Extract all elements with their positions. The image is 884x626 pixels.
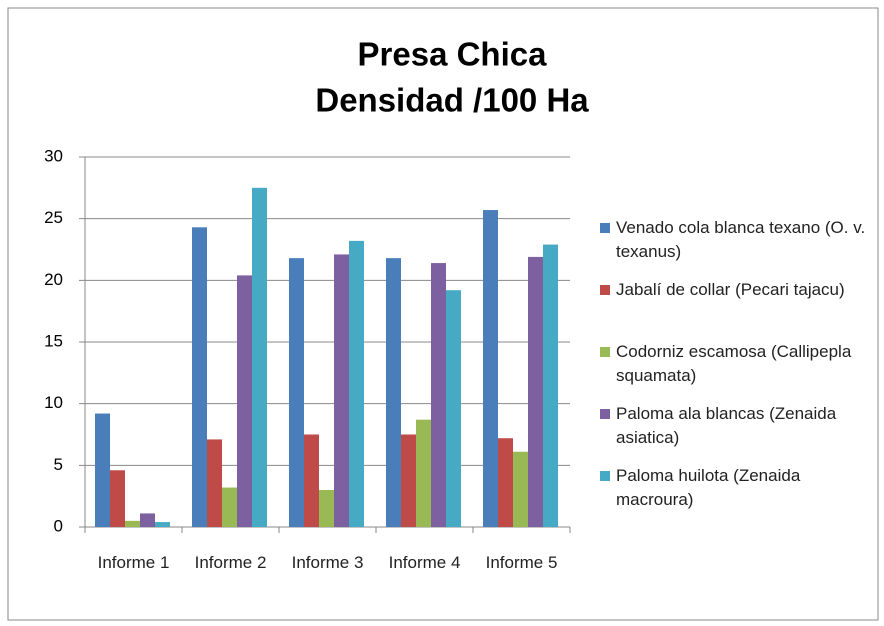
y-tick-label: 15 [44, 331, 63, 350]
legend-label: Paloma huilota (Zenaida macroura) [616, 466, 801, 509]
y-tick-label: 25 [44, 208, 63, 227]
bar [192, 227, 207, 528]
bar [304, 434, 319, 527]
y-tick-label: 30 [44, 146, 63, 165]
bar [222, 487, 237, 527]
bar [140, 513, 155, 527]
y-tick-label: 20 [44, 270, 63, 289]
bar [289, 258, 304, 527]
bar [543, 244, 558, 528]
chart-title: Presa Chica [358, 36, 548, 73]
legend-label: Venado cola blanca texano (O. v. texanus… [616, 218, 866, 261]
y-tick-label: 10 [44, 393, 63, 412]
bar [207, 439, 222, 527]
legend-label: Paloma ala blancas (Zenaida asiatica) [616, 404, 837, 447]
bar [386, 258, 401, 527]
x-tick-label: Informe 2 [194, 553, 267, 572]
bar [95, 413, 110, 527]
x-tick-label: Informe 3 [291, 553, 364, 572]
bar [431, 263, 446, 527]
legend-swatch [600, 347, 610, 357]
legend-swatch [600, 409, 610, 419]
bar [498, 438, 513, 527]
bar [252, 187, 267, 528]
legend-swatch [600, 471, 610, 481]
bar [334, 254, 349, 527]
bar [110, 470, 125, 527]
legend-label: Jabalí de collar (Pecari tajacu) [616, 280, 845, 299]
x-tick-label: Informe 1 [97, 553, 170, 572]
bar [125, 520, 140, 527]
legend-swatch [600, 285, 610, 295]
y-tick-label: 5 [54, 455, 63, 474]
bar [416, 419, 431, 527]
chart-title: Densidad /100 Ha [315, 82, 589, 119]
bar [237, 275, 252, 527]
bar [446, 290, 461, 527]
bar [155, 522, 170, 527]
bar [528, 256, 543, 527]
bar [401, 434, 416, 527]
bar [349, 240, 364, 527]
bar [319, 490, 334, 527]
legend-label: Codorniz escamosa (Callipepla squamata) [616, 342, 852, 385]
legend-swatch [600, 223, 610, 233]
y-tick-label: 0 [54, 516, 63, 535]
bar [483, 210, 498, 528]
x-tick-label: Informe 4 [388, 553, 461, 572]
bar [513, 451, 528, 527]
x-tick-label: Informe 5 [485, 553, 558, 572]
